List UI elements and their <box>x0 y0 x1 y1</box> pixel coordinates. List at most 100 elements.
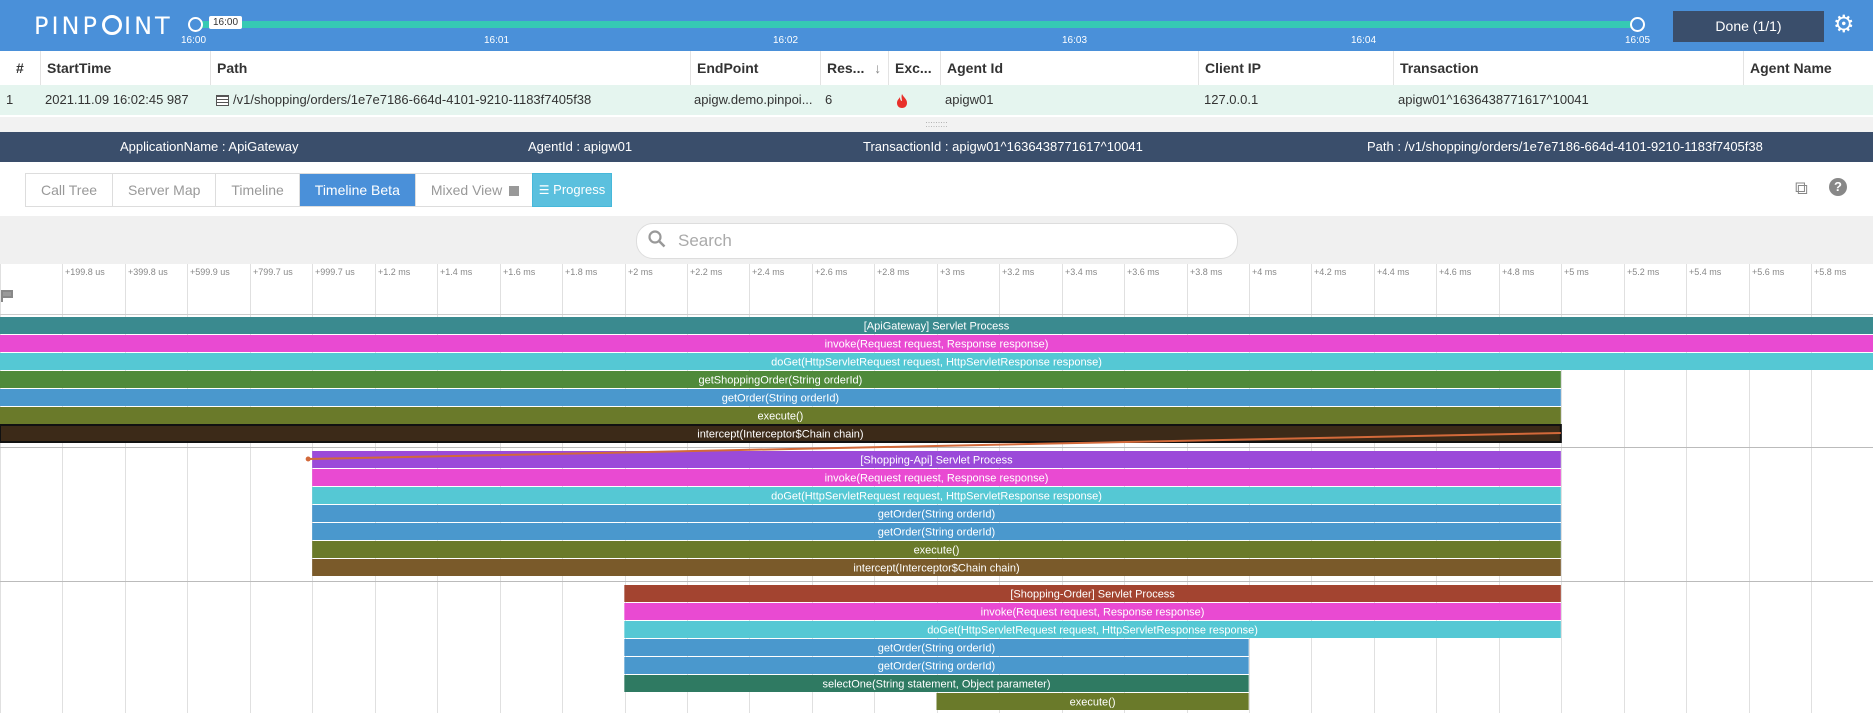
connector-dot <box>305 456 311 462</box>
call-connector <box>308 432 1561 460</box>
axis-tick-label: +2.2 ms <box>690 267 723 277</box>
col-path[interactable]: Path <box>210 51 691 85</box>
axis-tick-label: +4.8 ms <box>1502 267 1535 277</box>
axis-tick-label: +2.4 ms <box>752 267 785 277</box>
axis-tick-label: +5.4 ms <box>1689 267 1722 277</box>
tab-mixed-view[interactable]: Mixed View <box>415 174 535 206</box>
col-exception[interactable]: Exc... <box>888 51 941 85</box>
tab-call-tree[interactable]: Call Tree <box>26 174 114 206</box>
axis-tick-label: +4.6 ms <box>1439 267 1472 277</box>
span-bar-label: getOrder(String orderId) <box>878 643 995 655</box>
span-bar-label: [Shopping-Api] Servlet Process <box>860 455 1013 467</box>
span-bar[interactable] <box>312 451 1561 468</box>
axis-tick-label: +4.4 ms <box>1377 267 1410 277</box>
time-tick: 16:00 <box>181 35 207 46</box>
span-bar[interactable] <box>0 317 1873 334</box>
span-bar-label: getShoppingOrder(String orderId) <box>698 375 862 387</box>
span-bar-label: execute() <box>757 411 803 423</box>
span-bar[interactable] <box>624 657 1249 674</box>
axis-tick-label: +5.6 ms <box>1752 267 1785 277</box>
span-bar[interactable] <box>312 541 1561 558</box>
span-bar[interactable] <box>624 675 1249 692</box>
done-button[interactable]: Done (1/1) <box>1673 11 1824 42</box>
tab-timeline-beta[interactable]: Timeline Beta <box>299 174 416 206</box>
time-tick: 16:03 <box>1062 35 1088 46</box>
axis-tick-label: +3.6 ms <box>1127 267 1160 277</box>
time-range-slider[interactable] <box>195 21 1637 28</box>
time-tick: 16:04 <box>1351 35 1377 46</box>
range-end-handle[interactable] <box>1630 17 1645 32</box>
span-bar[interactable] <box>0 407 1561 424</box>
tab-server-map[interactable]: Server Map <box>113 174 217 206</box>
span-bar[interactable] <box>0 353 1873 370</box>
range-start-handle[interactable] <box>188 17 203 32</box>
axis-tick-label: +2.8 ms <box>877 267 910 277</box>
col-endpoint[interactable]: EndPoint <box>690 51 820 85</box>
span-bar[interactable] <box>312 559 1561 576</box>
open-new-window-icon[interactable]: ⧉ <box>1795 178 1808 198</box>
axis-tick-label: +4.2 ms <box>1314 267 1347 277</box>
row-start-time: 2021.11.09 16:02:45 987 <box>45 92 189 107</box>
table-row[interactable]: 1 2021.11.09 16:02:45 987 /v1/shopping/o… <box>0 85 1873 115</box>
col-agent-name[interactable]: Agent Name <box>1743 51 1873 85</box>
axis-tick-label: +3.2 ms <box>1002 267 1035 277</box>
span-bar[interactable] <box>624 639 1249 656</box>
progress-button[interactable]: ☰ Progress <box>532 173 612 207</box>
span-bar[interactable] <box>0 389 1561 406</box>
row-agent-id: apigw01 <box>945 92 994 107</box>
time-tick: 16:01 <box>484 35 510 46</box>
axis-tick-label: +3.8 ms <box>1190 267 1223 277</box>
axis-tick-label: +2 ms <box>628 267 653 277</box>
span-bar[interactable] <box>936 693 1249 710</box>
axis-tick-label: +3 ms <box>940 267 965 277</box>
info-application: ApplicationName : ApiGateway <box>120 139 299 154</box>
span-bar-label: intercept(Interceptor$Chain chain) <box>697 429 863 441</box>
axis-tick-label: +5.8 ms <box>1814 267 1847 277</box>
axis-tick-label: +199.8 us <box>65 267 105 277</box>
resize-handle[interactable]: ::::::::: <box>0 117 1873 132</box>
sort-down-icon: ↓ <box>874 60 882 76</box>
span-bar-label: doGet(HttpServletRequest request, HttpSe… <box>927 625 1258 637</box>
flag-icon[interactable] <box>1 290 13 302</box>
col-client-ip[interactable]: Client IP <box>1198 51 1393 85</box>
col-start-time[interactable]: StartTime <box>40 51 210 85</box>
gear-icon[interactable]: ⚙ <box>1833 11 1855 38</box>
axis-tick-label: +3.4 ms <box>1065 267 1098 277</box>
span-bar[interactable] <box>312 523 1561 540</box>
span-bar[interactable] <box>624 585 1561 602</box>
help-icon[interactable]: ? <box>1829 178 1847 196</box>
transaction-grid-header: # StartTime Path EndPoint Res... ↓ Exc..… <box>0 51 1873 86</box>
transaction-info-bar: ApplicationName : ApiGateway AgentId : a… <box>0 132 1873 162</box>
row-transaction: apigw01^1636438771617^10041 <box>1398 92 1589 107</box>
tab-mixed-view-label: Mixed View <box>430 182 503 198</box>
row-exception <box>888 85 942 115</box>
timeline-chart: +199.8 us +399.8 us +599.9 us +799.7 us +999… <box>0 264 1873 713</box>
list-icon <box>216 95 229 107</box>
row-agent-name <box>1743 85 1873 115</box>
col-res[interactable]: Res... ↓ <box>820 51 887 85</box>
row-path[interactable]: /v1/shopping/orders/1e7e7186-664d-4101-9… <box>210 85 692 115</box>
span-bar[interactable] <box>312 487 1561 504</box>
span-bar[interactable] <box>312 505 1561 522</box>
col-transaction[interactable]: Transaction <box>1393 51 1745 85</box>
span-bar-label: selectOne(String statement, Object param… <box>822 679 1050 691</box>
axis-tick-label: +5.2 ms <box>1627 267 1660 277</box>
tab-timeline[interactable]: Timeline <box>216 174 300 206</box>
span-bar-label: invoke(Request request, Response respons… <box>981 607 1205 619</box>
span-bar[interactable] <box>0 371 1561 388</box>
span-bar-label: getOrder(String orderId) <box>878 509 995 521</box>
col-agent-id[interactable]: Agent Id <box>940 51 1198 85</box>
col-res-label: Res... <box>827 60 865 76</box>
axis-tick-label: +999.7 us <box>315 267 355 277</box>
pinpoint-logo[interactable]: PINP INT <box>34 12 173 40</box>
row-index: 1 <box>6 92 14 107</box>
search-input[interactable] <box>676 228 1220 254</box>
span-bar[interactable] <box>624 603 1561 620</box>
progress-label: Progress <box>553 182 606 197</box>
span-bar[interactable] <box>312 469 1561 486</box>
span-bar[interactable] <box>0 335 1873 352</box>
span-bar[interactable] <box>624 621 1561 638</box>
span-bar-label: invoke(Request request, Response respons… <box>825 473 1049 485</box>
time-tick: 16:05 <box>1625 35 1651 46</box>
col-index[interactable]: # <box>16 60 24 76</box>
